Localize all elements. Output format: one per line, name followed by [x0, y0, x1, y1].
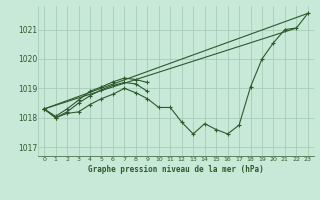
X-axis label: Graphe pression niveau de la mer (hPa): Graphe pression niveau de la mer (hPa) [88, 165, 264, 174]
